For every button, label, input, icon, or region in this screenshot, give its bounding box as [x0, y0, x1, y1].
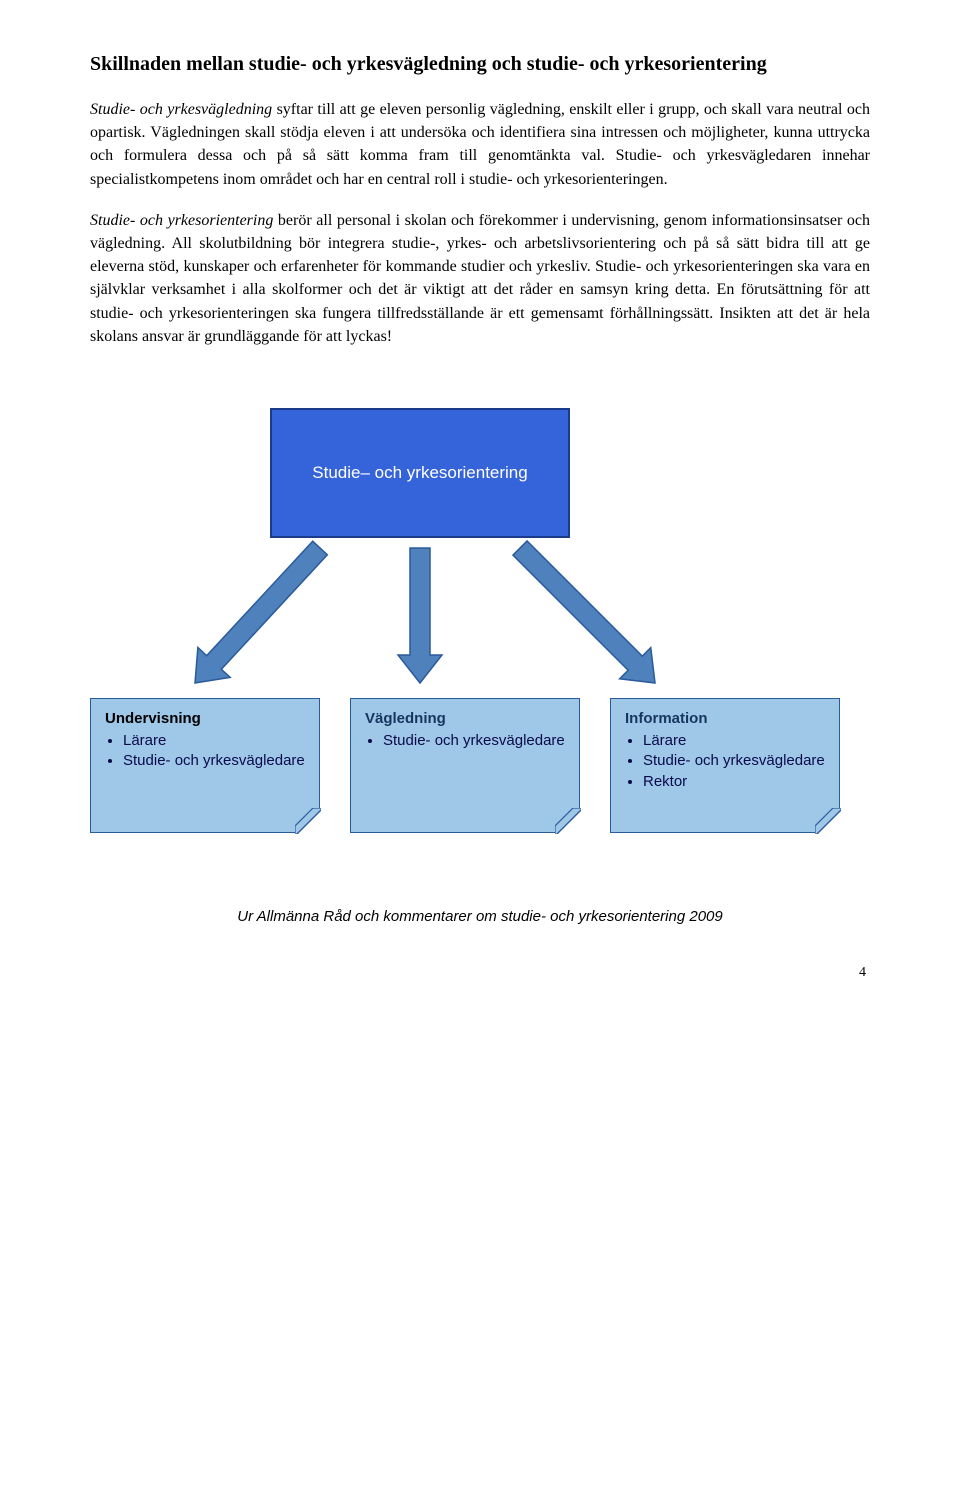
card-list-item: Studie- och yrkesvägledare: [643, 751, 827, 771]
card-list: LärareStudie- och yrkesvägledare: [123, 731, 307, 772]
section-title: Skillnaden mellan studie- och yrkesvägle…: [90, 50, 870, 78]
card-list-item: Rektor: [643, 772, 827, 792]
footer-reference: Ur Allmänna Råd och kommentarer om studi…: [90, 908, 870, 925]
page-number: 4: [90, 965, 870, 981]
diagram-card: InformationLärareStudie- och yrkesvägled…: [610, 698, 840, 833]
card-list-item: Lärare: [643, 731, 827, 751]
card-body: VägledningStudie- och yrkesvägledare: [350, 698, 580, 833]
card-list-item: Studie- och yrkesvägledare: [123, 751, 307, 771]
para2-lead: Studie- och yrkesorientering: [90, 212, 273, 229]
paragraph-2: Studie- och yrkesorientering berör all p…: [90, 209, 870, 348]
card-fold-icon: [555, 808, 581, 834]
card-title: Undervisning: [105, 709, 307, 729]
card-list: LärareStudie- och yrkesvägledareRektor: [643, 731, 827, 792]
paragraph-1: Studie- och yrkesvägledning syftar till …: [90, 98, 870, 191]
diagram: Studie– och yrkesorienteringUndervisning…: [90, 408, 870, 868]
card-title: Vägledning: [365, 709, 567, 729]
para2-rest: berör all personal i skolan och förekomm…: [90, 212, 870, 345]
diagram-card: VägledningStudie- och yrkesvägledare: [350, 698, 580, 833]
card-fold-icon: [295, 808, 321, 834]
card-list: Studie- och yrkesvägledare: [383, 731, 567, 751]
card-list-item: Studie- och yrkesvägledare: [383, 731, 567, 751]
card-body: UndervisningLärareStudie- och yrkesvägle…: [90, 698, 320, 833]
card-body: InformationLärareStudie- och yrkesvägled…: [610, 698, 840, 833]
diagram-card: UndervisningLärareStudie- och yrkesvägle…: [90, 698, 320, 833]
card-fold-icon: [815, 808, 841, 834]
card-title: Information: [625, 709, 827, 729]
card-list-item: Lärare: [123, 731, 307, 751]
para1-lead: Studie- och yrkesvägledning: [90, 101, 272, 118]
